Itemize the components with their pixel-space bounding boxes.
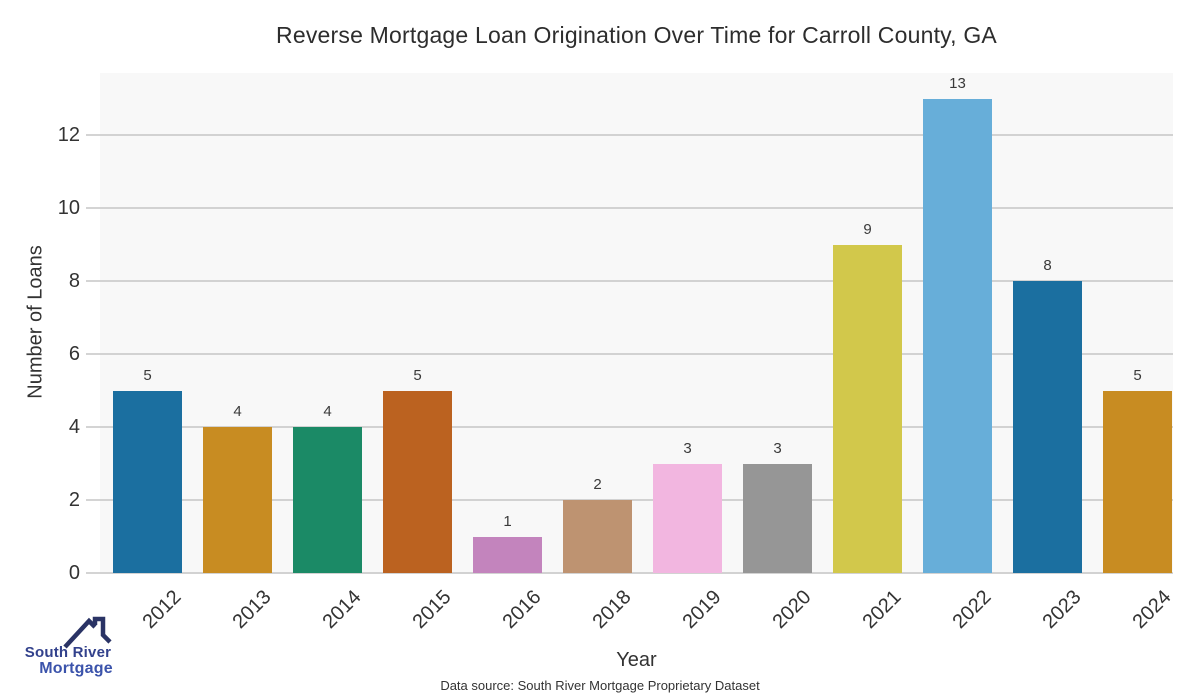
logo-text-line1: South River <box>24 644 112 661</box>
y-tick-label: 4 <box>68 416 80 438</box>
bar-value-label: 2 <box>593 476 602 493</box>
bar-2018 <box>563 500 632 573</box>
bar-value-label: 4 <box>233 403 242 420</box>
company-logo: South River Mortgage <box>16 610 120 686</box>
house-roof-icon <box>63 616 112 649</box>
y-tick-mark <box>86 207 100 210</box>
y-tick-mark <box>86 572 100 574</box>
grid-line <box>100 426 1173 428</box>
bar-value-label: 13 <box>949 75 966 92</box>
bar-value-label: 5 <box>1133 367 1142 384</box>
y-tick-label: 10 <box>57 197 80 220</box>
bar-2012 <box>113 391 182 573</box>
data-source-note: Data source: South River Mortgage Propri… <box>440 678 760 693</box>
x-axis-title: Year <box>616 649 657 671</box>
y-tick-label: 8 <box>68 270 80 293</box>
logo-text-line2: Mortgage <box>39 660 113 677</box>
bar-value-label: 5 <box>413 367 422 384</box>
bar-value-label: 5 <box>143 367 152 384</box>
y-tick-label: 2 <box>68 489 80 511</box>
y-tick-label: 0 <box>68 562 80 584</box>
y-tick-mark <box>86 426 100 428</box>
grid-line <box>100 207 1173 210</box>
bar-value-label: 8 <box>1043 257 1052 274</box>
grid-line <box>100 134 1173 137</box>
roof-path <box>63 616 112 649</box>
bar-value-label: 3 <box>683 440 692 457</box>
y-tick-mark <box>86 499 100 501</box>
y-tick-mark <box>86 353 100 356</box>
y-tick-mark <box>86 134 100 137</box>
chart-title: Reverse Mortgage Loan Origination Over T… <box>276 22 997 48</box>
bar-2020 <box>743 464 812 573</box>
y-tick-mark <box>86 280 100 283</box>
grid-line <box>100 280 1173 283</box>
bar-2023 <box>1013 281 1082 573</box>
bar-value-label: 4 <box>323 403 332 420</box>
bar-2021 <box>833 245 902 573</box>
bar-value-label: 1 <box>503 513 512 530</box>
grid-line <box>100 572 1173 574</box>
bar-2016 <box>473 537 542 573</box>
bar-2024 <box>1103 391 1172 573</box>
bar-2014 <box>293 427 362 573</box>
bar-2013 <box>203 427 272 573</box>
y-tick-label: 6 <box>68 343 80 366</box>
grid-line <box>100 353 1173 356</box>
bar-value-label: 9 <box>863 221 872 238</box>
bar-2015 <box>383 391 452 573</box>
bar-2022 <box>923 99 992 573</box>
bar-2019 <box>653 464 722 573</box>
y-tick-label: 12 <box>57 124 80 147</box>
plot-area <box>100 73 1173 574</box>
bar-value-label: 3 <box>773 440 782 457</box>
grid-line <box>100 499 1173 501</box>
